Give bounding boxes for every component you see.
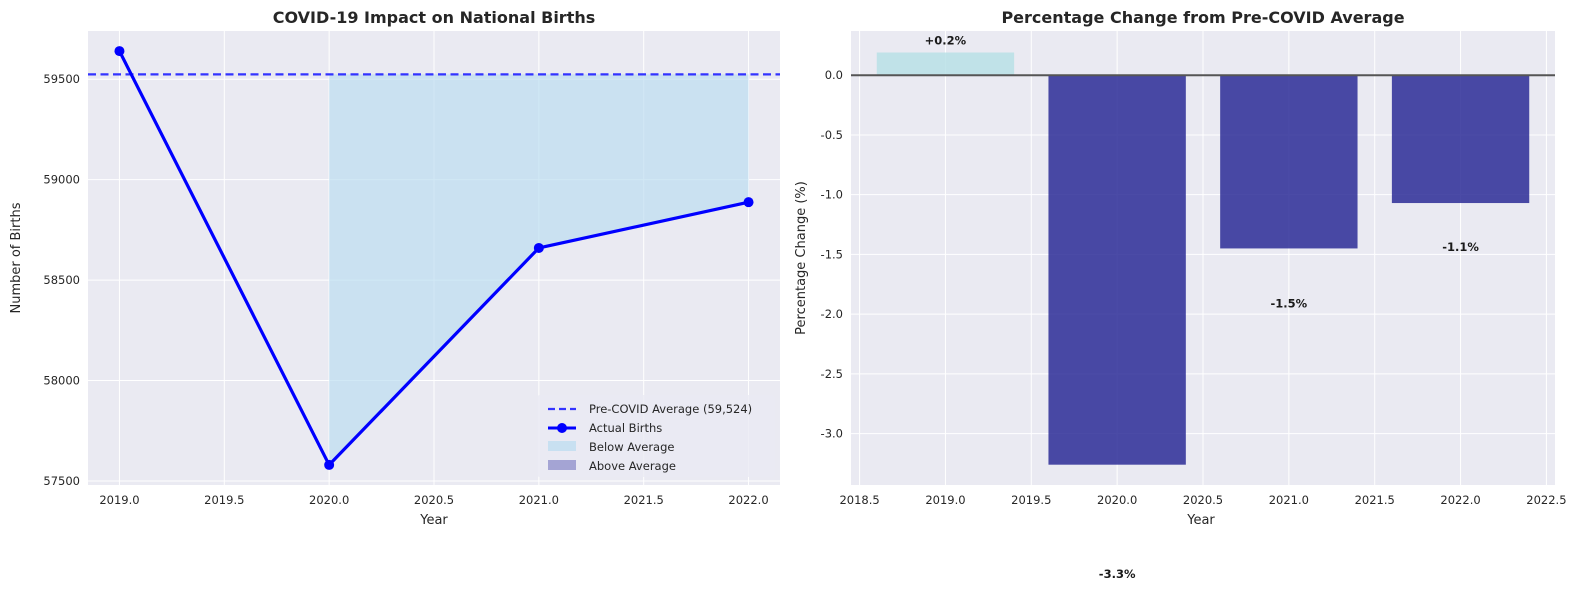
actual-births-point: [533, 242, 544, 253]
bar-2019: [876, 52, 1015, 76]
bar-chart-y-tick-label: -2.0: [821, 307, 843, 321]
bar-chart-y-ticks: 0.0 -0.5 -1.0 -1.5 -2.0 -2.5 -3.0: [821, 68, 843, 440]
below-average-fill: [329, 74, 749, 465]
line-chart-y-tick-label: 57500: [43, 474, 80, 488]
bar-chart-x-tick-label: 2021.0: [1269, 493, 1309, 507]
bar-chart-y-tick-label: -2.5: [821, 367, 843, 381]
bar-chart-bars: [876, 52, 1530, 465]
line-chart-y-tick-label: 59500: [43, 72, 80, 86]
legend-box: [537, 395, 775, 477]
legend-below-swatch: [548, 441, 576, 451]
below-average-fill-area: [329, 74, 749, 465]
actual-births-line: [118, 50, 749, 467]
line-chart-y-ticks: 57500 58000 58500 59000 59500: [43, 72, 80, 488]
bar-data-label-2022: -1.1%: [1442, 240, 1479, 254]
bar-chart-y-tick-label: -1.5: [821, 247, 843, 261]
bar-data-label-2021: -1.5%: [1271, 297, 1308, 311]
bar-2020: [1048, 75, 1186, 465]
line-chart-x-axis-label: Year: [419, 513, 448, 528]
line-chart-legend: Pre-COVID Average (59,524) Actual Births…: [537, 395, 775, 477]
line-chart-x-tick-label: 2021.5: [624, 493, 664, 507]
line-chart-x-tick-label: 2021.0: [519, 493, 559, 507]
bar-chart-title: Percentage Change from Pre-COVID Average: [1001, 8, 1404, 27]
bar-chart-y-tick-label: -3.0: [821, 427, 843, 441]
actual-births-point: [324, 459, 335, 470]
legend-above-swatch: [548, 460, 576, 470]
actual-births-point: [114, 46, 125, 57]
bar-chart-y-tick-label: -0.5: [821, 128, 843, 142]
bar-chart-y-axis-label: Percentage Change (%): [794, 181, 809, 335]
bar-chart-x-tick-label: 2018.5: [839, 493, 879, 507]
bar-chart-x-tick-label: 2022.5: [1526, 493, 1566, 507]
line-chart-y-tick-label: 59000: [43, 173, 80, 187]
line-chart-x-tick-label: 2019.5: [204, 493, 244, 507]
bar-data-label-2019: +0.2%: [925, 34, 967, 48]
line-chart-y-axis-label: Number of Births: [9, 202, 24, 313]
bar-chart-x-tick-label: 2020.0: [1097, 493, 1137, 507]
line-chart-x-ticks: 2019.0 2019.5 2020.0 2020.5 2021.0 2021.5 2022…: [99, 493, 768, 507]
bar-2022: [1391, 75, 1530, 204]
legend-above-label: Above Average: [589, 459, 676, 473]
bar-chart-y-tick-label: -1.0: [821, 188, 843, 202]
bar-data-label-2020: -3.3%: [1099, 567, 1136, 581]
bar-chart-x-ticks: 2018.5 2019.0 2019.5 2020.0 2020.5 2021.0 2021…: [839, 493, 1566, 507]
actual-births-point: [743, 197, 754, 208]
bar-chart-x-tick-label: 2020.5: [1183, 493, 1223, 507]
line-chart-panel: 2019.0 2019.5 2020.0 2020.5 2021.0 2021.5 2022…: [9, 8, 780, 528]
line-chart-x-tick-label: 2020.0: [309, 493, 349, 507]
bar-2021: [1220, 75, 1358, 249]
legend-actual-label: Actual Births: [589, 421, 662, 435]
line-chart-x-tick-label: 2020.5: [414, 493, 454, 507]
legend-baseline-label: Pre-COVID Average (59,524): [589, 402, 752, 416]
line-chart-y-tick-label: 58500: [43, 273, 80, 287]
bar-chart-x-tick-label: 2019.5: [1011, 493, 1051, 507]
line-chart-y-tick-label: 58000: [43, 374, 80, 388]
bar-chart-data-labels: +0.2% -3.3% -1.5% -1.1%: [925, 34, 1480, 581]
bar-chart-x-tick-label: 2021.5: [1355, 493, 1395, 507]
line-chart-x-tick-label: 2022.0: [728, 493, 768, 507]
bar-chart-y-tick-label: 0.0: [825, 68, 843, 82]
bar-chart-panel: +0.2%-3.3%-1.5%-1.1% 2018.5 2019.0 2019.5 2…: [794, 8, 1567, 581]
bar-chart-x-tick-label: 2019.0: [925, 493, 965, 507]
line-chart-x-tick-label: 2019.0: [99, 493, 139, 507]
bar-chart-x-axis-label: Year: [1186, 513, 1215, 528]
legend-below-label: Below Average: [589, 440, 674, 454]
legend-actual-marker: [557, 423, 567, 433]
bar-chart-x-tick-label: 2022.0: [1440, 493, 1480, 507]
actual-births-series: [114, 46, 754, 470]
line-chart-title: COVID-19 Impact on National Births: [273, 8, 596, 27]
